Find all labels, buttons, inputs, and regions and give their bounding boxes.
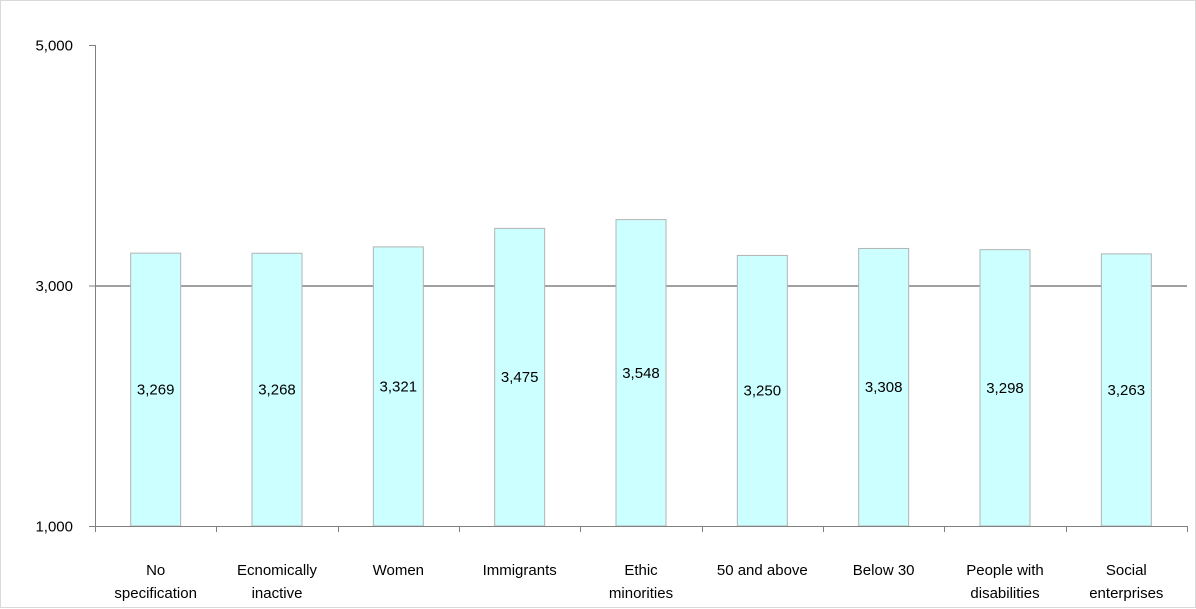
label-layer: No specification Ecnomically inactive Women I… [114,365,1163,602]
data-label-8: 3,263 [1108,382,1146,399]
category-label-2: Women [373,562,424,579]
data-label-5: 3,250 [744,383,782,400]
data-label-2: 3,321 [380,378,418,395]
category-label-4: Ethic minorities [609,562,673,602]
bar-3 [494,227,546,527]
y-tick-label-2: 5,000 [35,38,73,55]
category-label-6: Below 30 [853,562,915,579]
data-label-6: 3,308 [865,379,903,396]
bar-4 [615,219,667,527]
bar-7 [979,249,1031,527]
data-label-0: 3,269 [137,382,175,399]
data-label-4: 3,548 [622,365,660,382]
data-label-7: 3,298 [986,380,1024,397]
y-tick-label-1: 3,000 [35,278,73,295]
category-label-7: People with disabilities [966,562,1044,602]
category-label-3: Immigrants [483,562,557,579]
y-tick-label-0: 1,000 [35,519,73,536]
axis-layer: 1,000 3,000 5,000 [35,38,1188,536]
bar-layer [130,219,1152,527]
bar-5 [736,254,788,527]
category-label-0: No specification [114,562,197,602]
bar-1 [251,252,303,527]
category-label-8: Social enterprises [1089,562,1163,602]
bar-6 [858,247,910,527]
category-label-5: 50 and above [717,562,808,579]
bar-8 [1100,253,1152,527]
data-label-1: 3,268 [258,382,296,399]
data-label-3: 3,475 [501,369,539,386]
category-label-1: Ecnomically inactive [237,562,318,602]
